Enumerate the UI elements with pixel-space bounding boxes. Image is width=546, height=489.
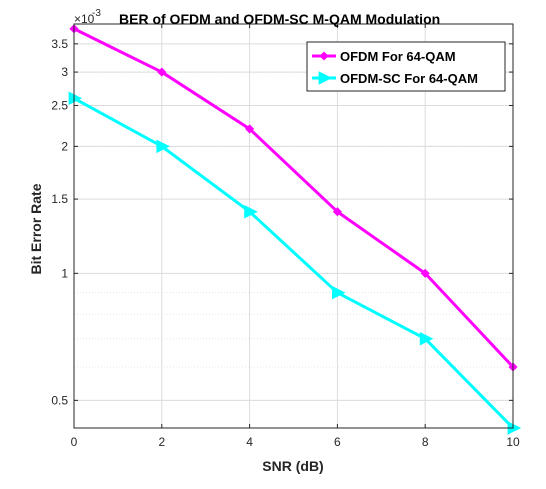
data-point-marker	[419, 331, 434, 346]
data-point-marker	[244, 204, 258, 219]
data-point-marker	[157, 67, 167, 77]
series-line-0	[73, 27, 515, 368]
legend-box	[306, 41, 506, 92]
x-tick-label: 2	[158, 435, 165, 449]
plot-frame	[73, 23, 514, 429]
x-tick-label: 6	[334, 435, 341, 449]
legend: OFDM For 64-QAM OFDM-SC For 64-QAM	[306, 41, 506, 92]
axis-ticks	[73, 24, 514, 428]
legend-marker-shape	[318, 71, 333, 85]
data-point-marker	[332, 207, 342, 217]
y-tick-label: 3	[61, 65, 68, 79]
y-tick-label: 0.5	[51, 393, 68, 407]
legend-marker-ofdm-sc	[318, 71, 333, 85]
data-point-marker	[68, 91, 83, 106]
data-point-marker	[245, 124, 255, 134]
series-line-1	[73, 96, 515, 430]
x-tick-label: 10	[506, 435, 520, 449]
y-tick-label: 1	[61, 266, 68, 280]
x-tick-label: 4	[246, 435, 253, 449]
x-tick-label: 0	[71, 435, 78, 449]
chart-title: BER of OFDM and OFDM-SC M-QAM Modulation	[119, 11, 440, 27]
y-tick-labels: 0.5 1 1.5 2 2.5 3 3.5	[51, 37, 68, 408]
y-tick-label: 3.5	[51, 37, 68, 51]
y-tick-label: 1.5	[51, 192, 68, 206]
data-point-marker	[332, 285, 346, 300]
y-tick-label: 2	[61, 139, 68, 153]
x-axis-title: SNR (dB)	[262, 458, 323, 474]
legend-label-ofdm: OFDM For 64-QAM	[340, 49, 456, 64]
y-exponent-label: ×10	[74, 12, 95, 26]
legend-marker-ofdm	[319, 51, 329, 61]
y-axis-title: Bit Error Rate	[28, 183, 44, 274]
y-exponent-power: -3	[92, 8, 101, 19]
x-tick-label: 8	[422, 435, 429, 449]
legend-marker-shape	[319, 51, 329, 61]
legend-label-ofdm-sc: OFDM-SC For 64-QAM	[340, 71, 478, 86]
y-tick-label: 2.5	[51, 98, 68, 112]
data-point-marker	[156, 139, 170, 154]
x-tick-labels: 0 2 4 6 8 10	[71, 435, 520, 449]
data-point-marker	[420, 268, 430, 278]
